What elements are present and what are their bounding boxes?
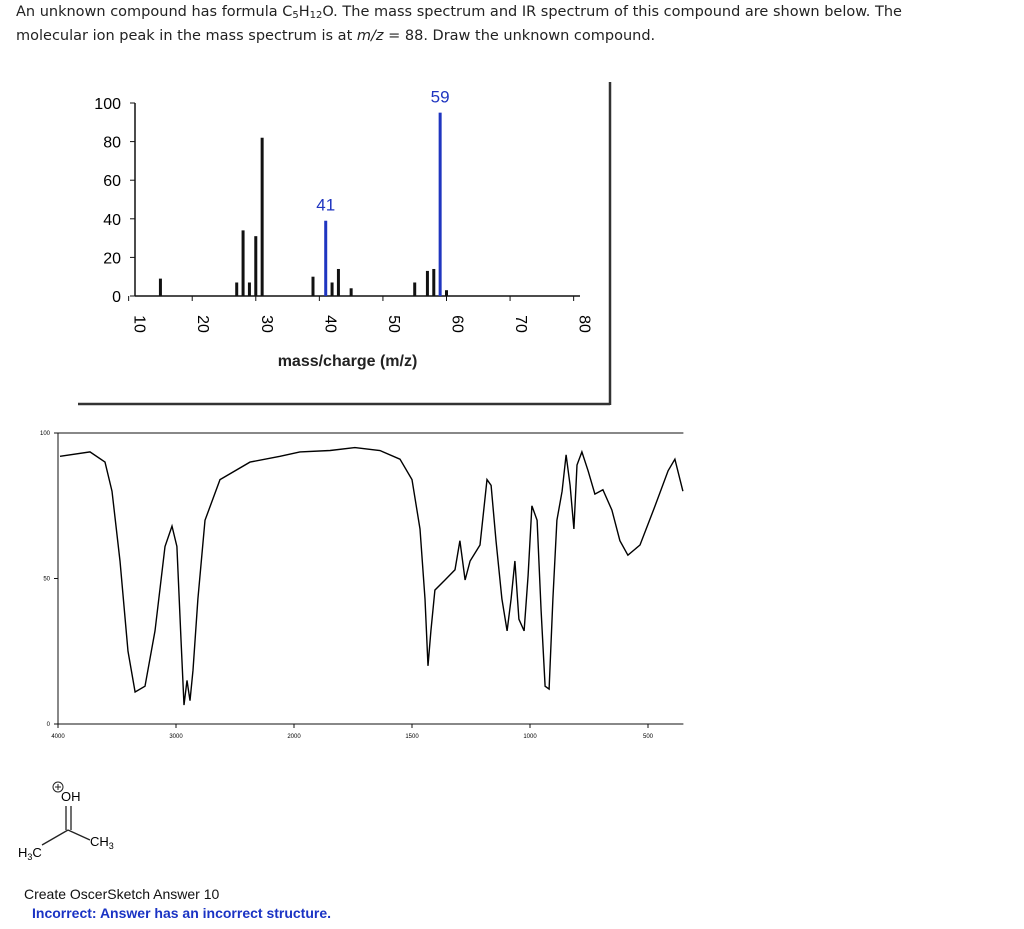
atom-label: H bbox=[18, 845, 27, 860]
y-tick-label: 50 bbox=[43, 577, 50, 583]
y-tick-label: 0 bbox=[112, 289, 121, 306]
x-tick-label: 500 bbox=[643, 734, 654, 740]
question-text: O. The mass spectrum and IR spectrum of … bbox=[16, 4, 902, 44]
x-tick-label: 1000 bbox=[523, 734, 537, 740]
bar bbox=[330, 282, 334, 296]
question-text: = 88. Draw the unknown compound. bbox=[383, 28, 656, 44]
x-tick-label: 10 bbox=[131, 315, 148, 333]
bond bbox=[41, 829, 69, 846]
atom-label: CH3 bbox=[90, 834, 114, 851]
atom-label: CH bbox=[90, 834, 109, 849]
peak-label: 41 bbox=[316, 196, 335, 215]
question-text: H bbox=[298, 4, 310, 20]
x-tick-label: 4000 bbox=[51, 734, 65, 740]
question-text: m/z bbox=[356, 28, 384, 44]
bar bbox=[247, 282, 251, 296]
x-tick-label: 20 bbox=[194, 315, 211, 333]
bar bbox=[241, 230, 245, 296]
bar bbox=[413, 282, 417, 296]
bar bbox=[438, 112, 442, 297]
x-tick-label: 50 bbox=[385, 315, 402, 333]
y-tick-label: 0 bbox=[47, 722, 51, 728]
x-axis-label: mass/charge (m/z) bbox=[278, 353, 418, 370]
bar bbox=[324, 220, 328, 296]
question-text: An unknown compound has formula C bbox=[16, 4, 293, 20]
bar bbox=[445, 290, 448, 296]
bar bbox=[260, 137, 264, 296]
molecule: OH H3C CH3 bbox=[18, 781, 114, 862]
bar bbox=[254, 236, 258, 296]
bar bbox=[235, 282, 239, 296]
y-tick-label: 80 bbox=[103, 135, 121, 152]
y-tick-label: 60 bbox=[103, 173, 121, 190]
charge bbox=[52, 781, 64, 793]
atom-label: OH bbox=[61, 789, 81, 804]
bar bbox=[432, 268, 436, 296]
x-tick-label: 40 bbox=[321, 315, 338, 333]
x-tick-label: 70 bbox=[512, 315, 529, 333]
bar bbox=[158, 278, 162, 296]
y-tick-label: 100 bbox=[40, 431, 51, 437]
question-text: 5 bbox=[292, 10, 299, 21]
x-tick-label: 80 bbox=[576, 315, 593, 333]
peak-label: 59 bbox=[431, 88, 450, 107]
atom-label: H3C bbox=[18, 845, 42, 862]
question: An unknown compound has formula C5H12O. … bbox=[16, 2, 976, 47]
ir-trace bbox=[59, 446, 684, 706]
answer-result: Incorrect: Answer has an incorrect struc… bbox=[32, 905, 332, 921]
x-tick-label: 30 bbox=[258, 315, 275, 333]
charge bbox=[55, 784, 61, 790]
x-tick-label: 3000 bbox=[169, 734, 183, 740]
bar bbox=[336, 268, 340, 296]
bar bbox=[425, 270, 429, 296]
bond bbox=[67, 829, 91, 841]
y-tick-label: 20 bbox=[103, 250, 121, 267]
bar bbox=[311, 276, 315, 296]
answer-title: Create OscerSketch Answer 10 bbox=[24, 886, 220, 902]
atom-label: C bbox=[32, 845, 41, 860]
atom-label: 3 bbox=[109, 841, 114, 851]
y-tick-label: 100 bbox=[94, 96, 121, 113]
x-tick-label: 60 bbox=[449, 315, 466, 333]
question-text: 12 bbox=[309, 10, 323, 21]
y-tick-label: 40 bbox=[103, 212, 121, 229]
x-tick-label: 1500 bbox=[405, 734, 419, 740]
bar bbox=[349, 288, 353, 296]
atom-label: 3 bbox=[27, 852, 32, 862]
x-tick-label: 2000 bbox=[287, 734, 301, 740]
